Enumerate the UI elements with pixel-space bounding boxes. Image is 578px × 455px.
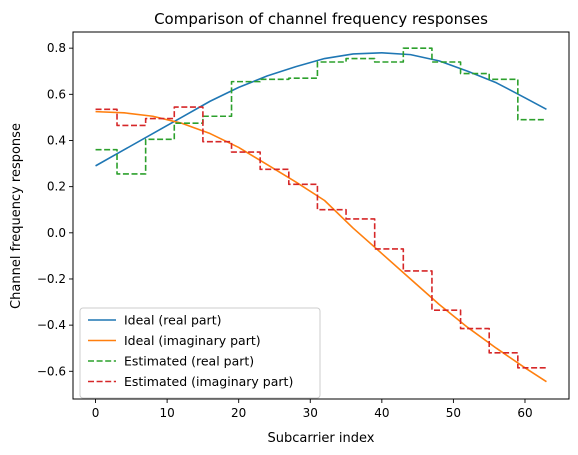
x-tick-label: 20 <box>231 406 246 420</box>
series-line-4 <box>95 106 547 369</box>
x-tick-label: 50 <box>446 406 461 420</box>
legend-label: Ideal (real part) <box>124 313 221 328</box>
x-tick-label: 10 <box>159 406 174 420</box>
y-axis-label: Channel frequency response <box>9 123 24 309</box>
chart-title: Comparison of channel frequency response… <box>154 10 488 28</box>
legend-label: Estimated (imaginary part) <box>124 374 293 389</box>
legend: Ideal (real part) Ideal (imaginary part) E… <box>79 307 321 399</box>
series-line-2 <box>95 110 547 383</box>
y-tick-label: 0.0 <box>47 226 66 240</box>
y-axis: −0.6 −0.4 −0.2 0.0 0.2 0.4 0.6 0.8 <box>37 41 73 378</box>
x-tick-label: 40 <box>374 406 389 420</box>
y-tick-label: −0.6 <box>37 364 66 378</box>
y-tick-label: −0.2 <box>37 272 66 286</box>
x-tick-label: 0 <box>92 406 100 420</box>
plot-frame <box>72 31 570 400</box>
legend-label: Estimated (real part) <box>124 354 254 369</box>
series-line-3 <box>95 47 547 175</box>
legend-box <box>79 307 321 399</box>
y-tick-label: 0.4 <box>47 133 66 147</box>
series-layer <box>95 47 547 383</box>
legend-label: Ideal (imaginary part) <box>124 333 261 348</box>
series-line-1 <box>95 51 547 167</box>
y-tick-label: −0.4 <box>37 318 66 332</box>
y-tick-label: 0.2 <box>47 180 66 194</box>
x-axis-label: Subcarrier index <box>268 431 375 446</box>
x-axis: 0 10 20 30 40 50 60 <box>92 399 533 420</box>
y-tick-label: 0.8 <box>47 41 66 55</box>
y-tick-label: 0.6 <box>47 87 66 101</box>
x-tick-label: 30 <box>303 406 318 420</box>
x-tick-label: 60 <box>517 406 532 420</box>
plot-area <box>72 31 570 400</box>
